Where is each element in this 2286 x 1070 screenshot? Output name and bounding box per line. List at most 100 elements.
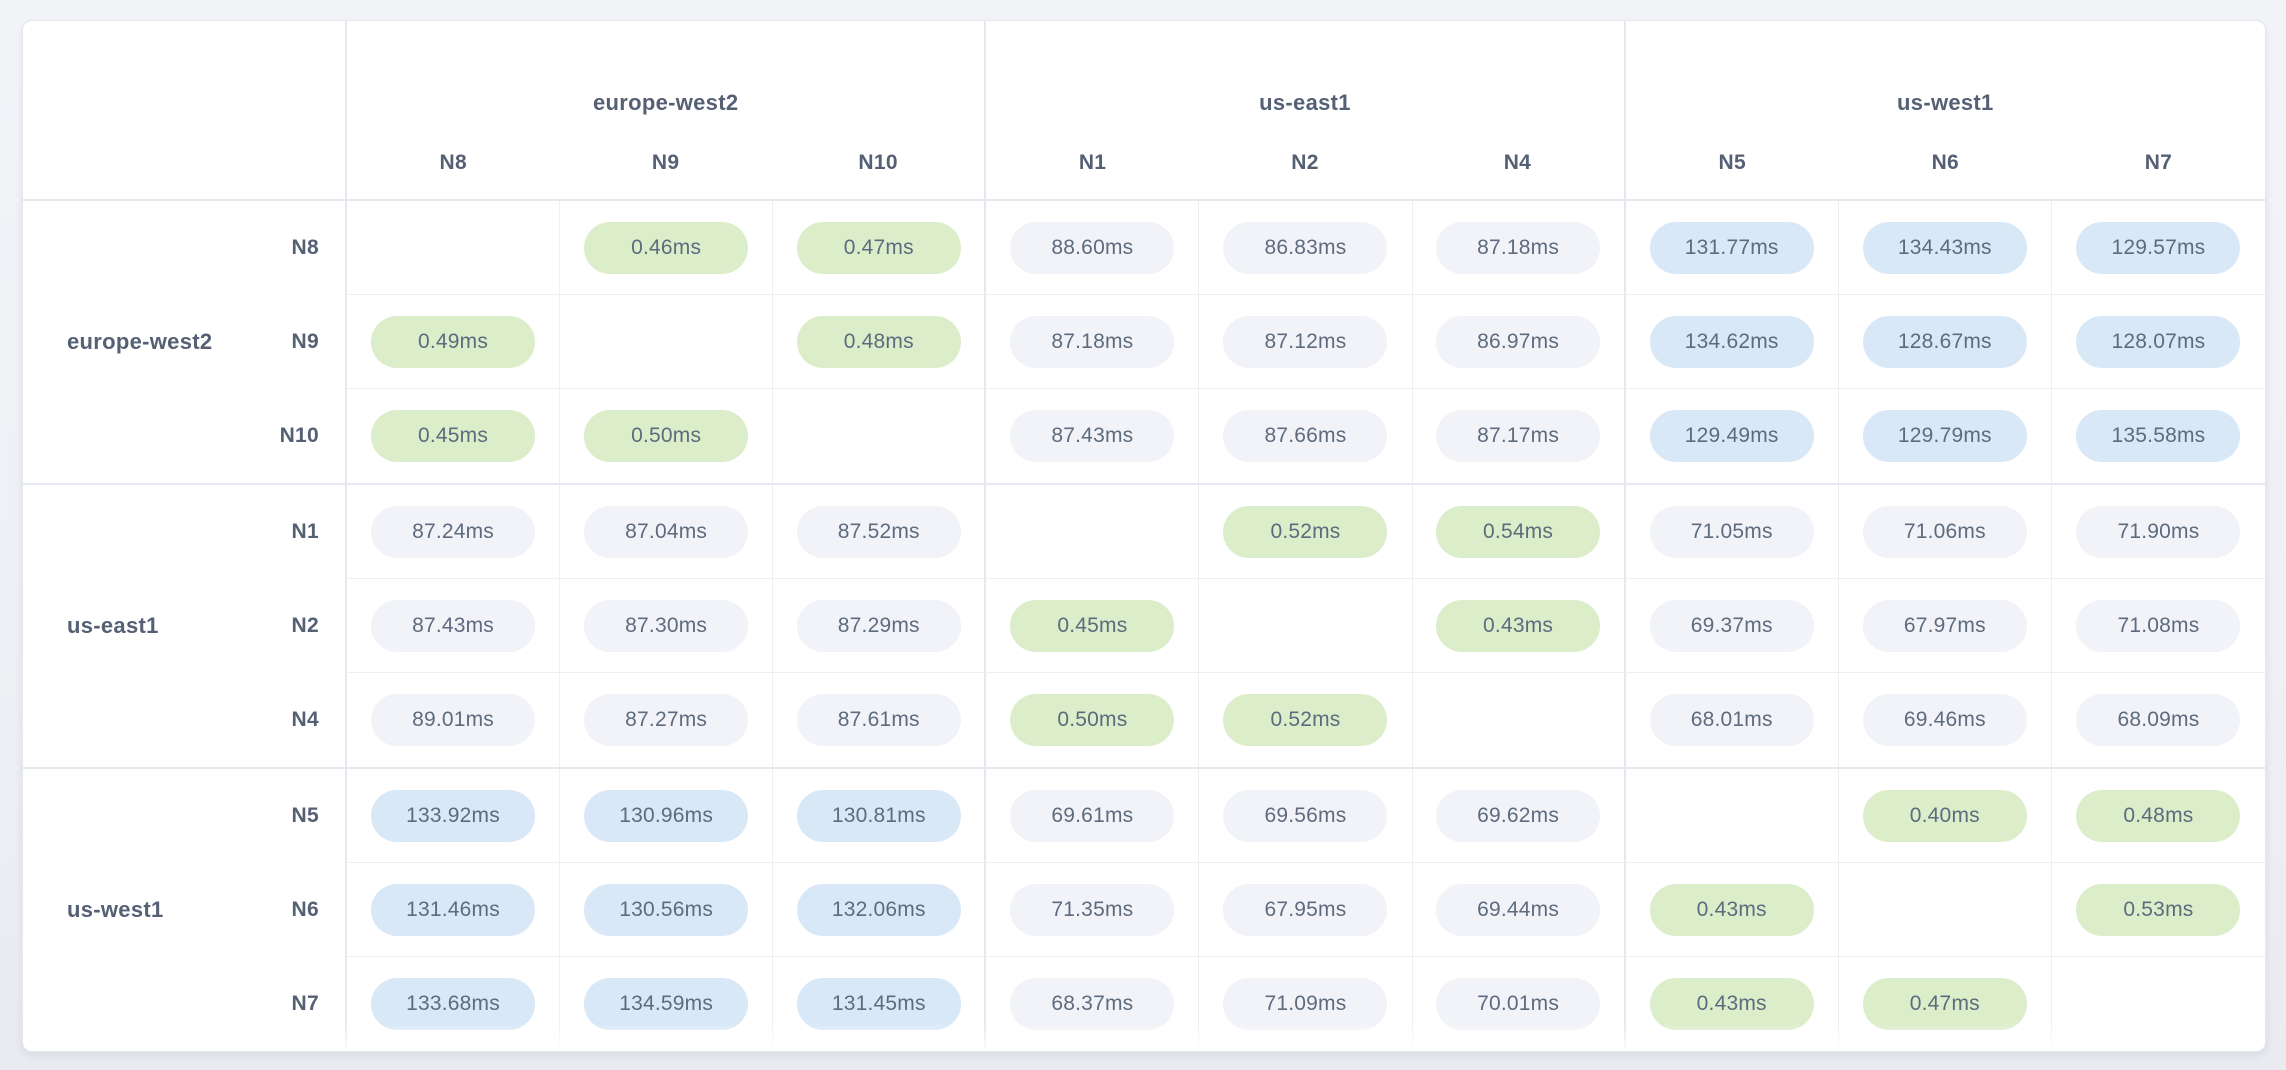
cell-n2-n1: 0.45ms	[986, 579, 1200, 673]
latency-pill[interactable]: 87.17ms	[1436, 410, 1601, 462]
latency-pill[interactable]: 0.53ms	[2076, 883, 2241, 936]
latency-pill[interactable]: 69.62ms	[1436, 789, 1601, 842]
latency-pill[interactable]: 0.45ms	[1010, 599, 1175, 652]
latency-pill[interactable]: 130.96ms	[584, 789, 749, 842]
cell-n1-n6: 71.06ms	[1838, 485, 2052, 579]
matrix-body: europe-west2 N8 N9 N10 0.46ms 0.47ms 88.60ms 86…	[23, 201, 2265, 1051]
latency-pill[interactable]: 67.95ms	[1223, 883, 1388, 936]
latency-pill[interactable]: 131.46ms	[371, 883, 536, 936]
latency-pill[interactable]: 0.46ms	[584, 221, 749, 274]
latency-pill[interactable]: 130.81ms	[796, 789, 961, 842]
latency-pill[interactable]: 134.43ms	[1862, 221, 2027, 274]
latency-pill[interactable]: 87.24ms	[371, 505, 536, 558]
latency-pill[interactable]: 87.18ms	[1010, 315, 1175, 368]
cell-n1-n10: 87.52ms	[773, 485, 987, 579]
cell-n8-n4: 87.18ms	[1412, 201, 1626, 295]
row-group-us-west1: us-west1 N5 N6 N7 133.92ms 130.96ms 130.81ms 69…	[23, 769, 2265, 1051]
latency-pill[interactable]: 71.05ms	[1649, 505, 1814, 558]
latency-pill[interactable]: 87.04ms	[584, 505, 749, 558]
cell-n7-n4: 70.01ms	[1413, 957, 1626, 1051]
latency-pill[interactable]: 68.09ms	[2076, 694, 2241, 746]
latency-pill[interactable]: 0.47ms	[1862, 978, 2027, 1030]
latency-pill[interactable]: 129.79ms	[1862, 410, 2027, 462]
latency-pill[interactable]: 130.56ms	[584, 883, 749, 936]
latency-pill[interactable]: 0.52ms	[1223, 694, 1388, 746]
latency-pill[interactable]: 87.18ms	[1436, 221, 1601, 274]
latency-pill[interactable]: 134.59ms	[584, 978, 749, 1030]
cell-n1-n9: 87.04ms	[560, 485, 774, 579]
latency-pill[interactable]: 71.08ms	[2076, 599, 2241, 652]
latency-pill[interactable]: 71.06ms	[1862, 505, 2027, 558]
latency-pill[interactable]: 131.77ms	[1649, 221, 1814, 274]
column-node-labels: N1 N2 N4	[986, 151, 1623, 175]
cell-n7-n10: 131.45ms	[773, 957, 987, 1051]
cell-n1-n8: 87.24ms	[347, 485, 561, 579]
latency-pill[interactable]: 0.50ms	[584, 410, 749, 462]
cell-n8-n2: 86.83ms	[1199, 201, 1413, 295]
latency-pill[interactable]: 0.49ms	[371, 315, 536, 368]
latency-pill[interactable]: 71.09ms	[1223, 978, 1388, 1030]
latency-pill[interactable]: 71.90ms	[2076, 505, 2241, 558]
row-header-n4: N4	[291, 708, 319, 731]
latency-pill[interactable]: 69.44ms	[1436, 883, 1601, 936]
latency-pill[interactable]: 129.57ms	[2076, 221, 2241, 274]
latency-pill[interactable]: 0.45ms	[371, 410, 536, 462]
latency-pill[interactable]: 87.43ms	[371, 599, 536, 652]
latency-pill[interactable]: 135.58ms	[2076, 410, 2241, 462]
latency-pill[interactable]: 69.46ms	[1862, 694, 2027, 746]
header-corner-spacer	[23, 21, 347, 199]
latency-pill[interactable]: 70.01ms	[1436, 978, 1601, 1030]
latency-pill[interactable]: 131.45ms	[796, 978, 961, 1030]
latency-pill[interactable]: 87.30ms	[584, 599, 749, 652]
latency-pill[interactable]: 69.37ms	[1649, 599, 1814, 652]
latency-pill[interactable]: 86.97ms	[1436, 315, 1601, 368]
row-header-n6: N6	[291, 898, 319, 921]
latency-pill[interactable]: 133.92ms	[371, 789, 536, 842]
latency-pill[interactable]: 87.43ms	[1010, 410, 1175, 462]
latency-pill[interactable]: 0.47ms	[796, 221, 961, 274]
latency-pill[interactable]: 69.56ms	[1223, 789, 1388, 842]
latency-pill[interactable]: 128.67ms	[1862, 315, 2027, 368]
latency-pill[interactable]: 129.49ms	[1649, 410, 1814, 462]
cell-n6-n1: 71.35ms	[986, 863, 1200, 957]
cell-n4-n7: 68.09ms	[2052, 673, 2265, 767]
cell-n5-n1: 69.61ms	[986, 769, 1200, 863]
latency-pill[interactable]: 128.07ms	[2076, 315, 2241, 368]
row-header-n1: N1	[291, 520, 319, 543]
latency-pill[interactable]: 132.06ms	[796, 883, 961, 936]
latency-pill[interactable]: 0.52ms	[1223, 505, 1388, 558]
latency-pill[interactable]: 0.54ms	[1436, 505, 1601, 558]
latency-pill[interactable]: 87.12ms	[1223, 315, 1388, 368]
cell-n9-n2: 87.12ms	[1199, 295, 1413, 389]
latency-pill[interactable]: 86.83ms	[1223, 221, 1388, 274]
cell-n10-n8: 0.45ms	[347, 389, 561, 483]
row-header-n10: N10	[279, 424, 319, 447]
latency-pill[interactable]: 133.68ms	[371, 978, 536, 1030]
latency-pill[interactable]: 88.60ms	[1010, 221, 1175, 274]
column-header-n1: N1	[1078, 151, 1107, 174]
latency-pill[interactable]: 0.43ms	[1649, 978, 1814, 1030]
cell-n6-n10: 132.06ms	[773, 863, 987, 957]
cell-n2-n2	[1199, 579, 1413, 673]
latency-pill[interactable]: 0.43ms	[1649, 883, 1814, 936]
latency-pill[interactable]: 87.66ms	[1223, 410, 1388, 462]
latency-pill[interactable]: 68.37ms	[1010, 978, 1175, 1030]
latency-pill[interactable]: 68.01ms	[1649, 694, 1814, 746]
latency-pill[interactable]: 71.35ms	[1010, 883, 1175, 936]
latency-pill[interactable]: 87.27ms	[584, 694, 749, 746]
latency-pill[interactable]: 0.50ms	[1010, 694, 1175, 746]
latency-pill[interactable]: 0.40ms	[1862, 789, 2027, 842]
latency-pill[interactable]: 87.61ms	[796, 694, 961, 746]
latency-pill[interactable]: 134.62ms	[1649, 315, 1814, 368]
latency-pill[interactable]: 0.48ms	[2076, 789, 2241, 842]
column-header-n9: N9	[651, 151, 680, 174]
column-group-us-east1: us-east1 N1 N2 N4	[986, 21, 1626, 199]
latency-pill[interactable]: 87.29ms	[796, 599, 961, 652]
latency-pill[interactable]: 89.01ms	[371, 694, 536, 746]
latency-pill[interactable]: 87.52ms	[796, 505, 961, 558]
latency-pill[interactable]: 0.43ms	[1436, 599, 1601, 652]
latency-pill[interactable]: 0.48ms	[796, 315, 961, 368]
latency-pill[interactable]: 67.97ms	[1862, 599, 2027, 652]
latency-pill[interactable]: 69.61ms	[1010, 789, 1175, 842]
row-header-n9: N9	[291, 330, 319, 353]
